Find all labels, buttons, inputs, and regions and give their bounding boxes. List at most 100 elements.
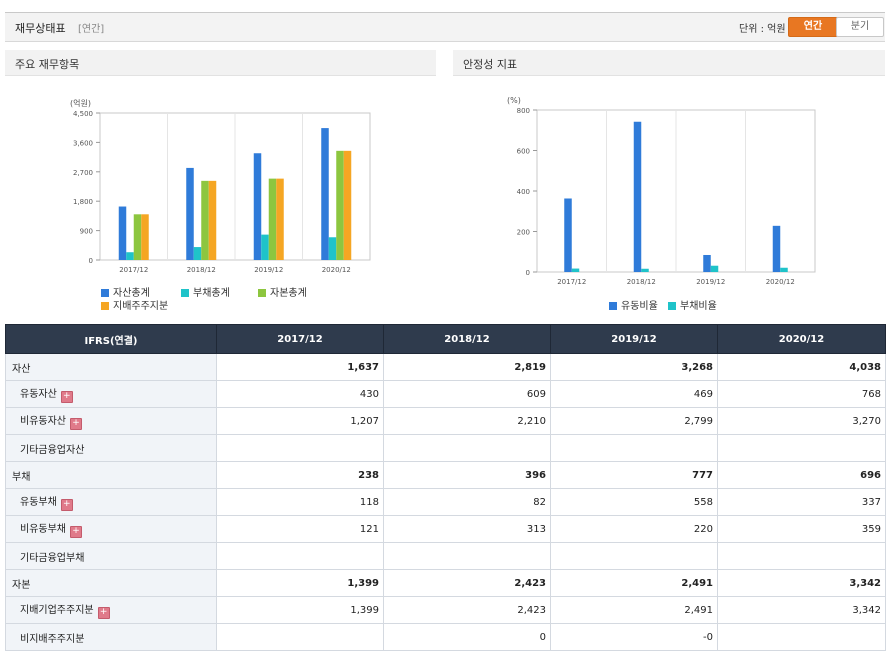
value-cell: 430 [216,380,384,408]
x-tick-label: 2018/12 [187,266,216,274]
y-tick-label: 0 [526,269,530,277]
y-tick-label: 2,700 [73,169,93,177]
bar-1 [772,225,781,272]
value-cell: 3,342 [717,596,886,624]
column-header-2018[interactable]: 2018/12 [383,324,551,354]
table-row: 자본 1,399 2,423 2,491 3,342 [5,569,886,597]
row-label-cell: 기타금융업부채 [5,542,217,570]
value-cell: 3,342 [717,569,886,597]
column-header-2019[interactable]: 2019/12 [550,324,718,354]
value-cell: 359 [717,515,886,543]
column-header-2017[interactable]: 2017/12 [216,324,384,354]
value-cell: 4,038 [717,353,886,381]
value-cell [383,542,551,570]
legend-label: 자본총계 [270,288,307,299]
legend-swatch [181,289,189,297]
expand-plus-icon[interactable]: + [70,526,82,538]
table-header-row: IFRS(연결) 2017/12 2018/12 2019/12 2020/12 [5,324,886,354]
legend-item-total-liabilities: 부채총계 [181,284,230,299]
value-cell: 696 [717,461,886,489]
bar-2 [261,234,269,260]
column-header-2020[interactable]: 2020/12 [717,324,886,354]
value-cell: 2,799 [550,407,718,435]
row-label-cell: 비유동자산 + [5,407,217,435]
value-cell: 2,210 [383,407,551,435]
value-cell: 1,399 [216,569,384,597]
bar-4 [141,214,149,260]
value-cell: 2,491 [550,569,718,597]
value-cell: 777 [550,461,718,489]
y-axis-label: (억원) [70,98,91,108]
expand-plus-icon[interactable]: + [70,418,82,430]
bar-2 [126,252,134,260]
x-tick-label: 2017/12 [119,266,148,274]
expand-plus-icon[interactable]: + [60,391,73,403]
row-label: 기타금융업부채 [20,552,85,564]
y-tick-label: 4,500 [73,110,93,118]
bar-1 [703,254,711,272]
value-cell: 2,819 [383,353,551,381]
legend-swatch [609,302,617,310]
value-cell: 313 [383,515,551,543]
table-row: 비유동자산 +1,207 2,210 2,799 3,270 [5,407,886,435]
bar-1 [564,198,572,272]
value-cell: 396 [383,461,551,489]
row-label: 기타금융업자산 [20,444,85,456]
section-title: 재무상태표 [15,22,66,35]
value-cell: 82 [383,488,551,516]
right-panel-header: 안정성 지표 [453,50,885,76]
expand-plus-icon[interactable]: + [60,499,73,511]
row-label-cell: 유동부채 + [5,488,217,516]
value-cell [216,623,384,651]
row-label-cell: 자산 [5,353,217,381]
y-tick-label: 400 [517,188,530,196]
value-cell: 2,491 [550,596,718,624]
tab-yearly[interactable]: 연간 [788,17,838,37]
value-cell [717,623,886,651]
x-tick-label: 2019/12 [696,278,725,286]
bar-2 [328,237,337,260]
bar-2 [193,247,202,260]
x-tick-label: 2017/12 [557,278,586,286]
value-cell: 1,207 [216,407,384,435]
column-header-ifrs: IFRS(연결) [5,324,217,354]
bar-1 [253,153,262,260]
bar-3 [268,178,277,260]
value-cell: 118 [216,488,384,516]
value-cell: 0 [383,623,551,651]
x-tick-label: 2019/12 [254,266,283,274]
value-cell: 1,637 [216,353,384,381]
value-cell [383,434,551,462]
table-row: 유동자산 +430 609 469 768 [5,380,886,408]
period-tag: [연간] [78,24,105,35]
bar-4 [276,178,284,260]
value-cell: 609 [383,380,551,408]
value-cell: 3,268 [550,353,718,381]
unit-label: 단위 : 억원 [739,24,786,35]
right-panel-title: 안정성 지표 [463,58,518,71]
value-cell: 2,423 [383,596,551,624]
balance-sheet-table: IFRS(연결) 2017/12 2018/12 2019/12 2020/12… [5,324,886,651]
bar-2 [710,265,719,272]
y-tick-label: 1,800 [73,198,93,206]
financial-items-chart: 0 900 1,800 2,700 3,600 4,500 (억원) 2017/12 2018/… [70,98,371,274]
bar-3 [336,150,344,260]
tab-quarterly[interactable]: 분기 [836,17,884,37]
x-tick-label: 2018/12 [627,278,656,286]
stability-chart: 0 200 400 600 800 (%) 2017/12 2018/12 2019/12 202… [507,96,816,286]
table-row: 비유동부채 +121 313 220 359 [5,515,886,543]
bar-2 [571,268,580,272]
value-cell: -0 [550,623,718,651]
value-cell: 121 [216,515,384,543]
bar-4 [343,150,352,260]
value-cell [717,434,886,462]
table-row: 지배기업주주지분 +1,399 2,423 2,491 3,342 [5,596,886,624]
value-cell: 238 [216,461,384,489]
value-cell [550,542,718,570]
row-label: 비지배주주지분 [20,633,85,645]
table-row: 자산 1,637 2,819 3,268 4,038 [5,353,886,381]
y-tick-label: 800 [517,107,530,115]
bar-2 [641,268,649,272]
expand-plus-icon[interactable]: + [97,607,110,619]
row-label: 유동자산 [20,389,57,400]
